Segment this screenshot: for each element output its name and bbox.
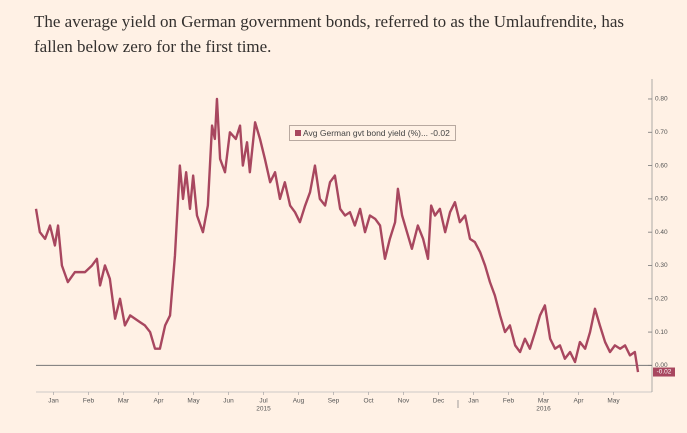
y-tick-label: 0.60 [655,162,668,169]
x-tick-label: Jul [259,398,268,405]
x-tick-label: Mar [538,398,550,405]
y-tick-label: 0.80 [655,96,668,103]
legend-value: -0.02 [430,128,450,138]
last-value-label: -0.02 [657,369,672,376]
x-tick-label: Dec [433,398,445,405]
chart-title: The average yield on German government b… [34,12,625,56]
x-tick-label: May [187,398,200,405]
legend-label: Avg German gvt bond yield (%)... [303,128,429,138]
x-tick-label: Nov [398,398,410,405]
y-tick-label: 0.00 [655,362,668,369]
x-tick-label: Oct [363,398,373,405]
x-tick-label: Apr [153,398,164,405]
y-tick-label: 0.30 [655,262,668,269]
y-tick-label: 0.10 [655,329,668,336]
year-label: 2015 [256,406,271,413]
last-value-tag [653,367,675,377]
series-line [34,97,640,373]
x-tick-label: Aug [293,398,305,405]
x-tick-label: Jun [223,398,234,405]
x-tick-label: Feb [83,398,95,405]
y-tick-label: 0.70 [655,129,668,136]
year-label: 2016 [536,406,551,413]
x-tick-label: May [607,398,620,405]
y-tick-label: 0.50 [655,196,668,203]
x-tick-label: Jan [48,398,59,405]
legend: Avg German gvt bond yield (%)... -0.02 [289,125,456,141]
x-tick-label: Sep [328,398,340,405]
x-tick-label: Feb [503,398,515,405]
x-tick-label: Apr [573,398,584,405]
y-tick-label: 0.20 [655,295,668,302]
x-tick-label: Jan [468,398,479,405]
y-tick-label: 0.40 [655,229,668,236]
x-tick-label: Mar [118,398,130,405]
legend-swatch [295,130,301,136]
